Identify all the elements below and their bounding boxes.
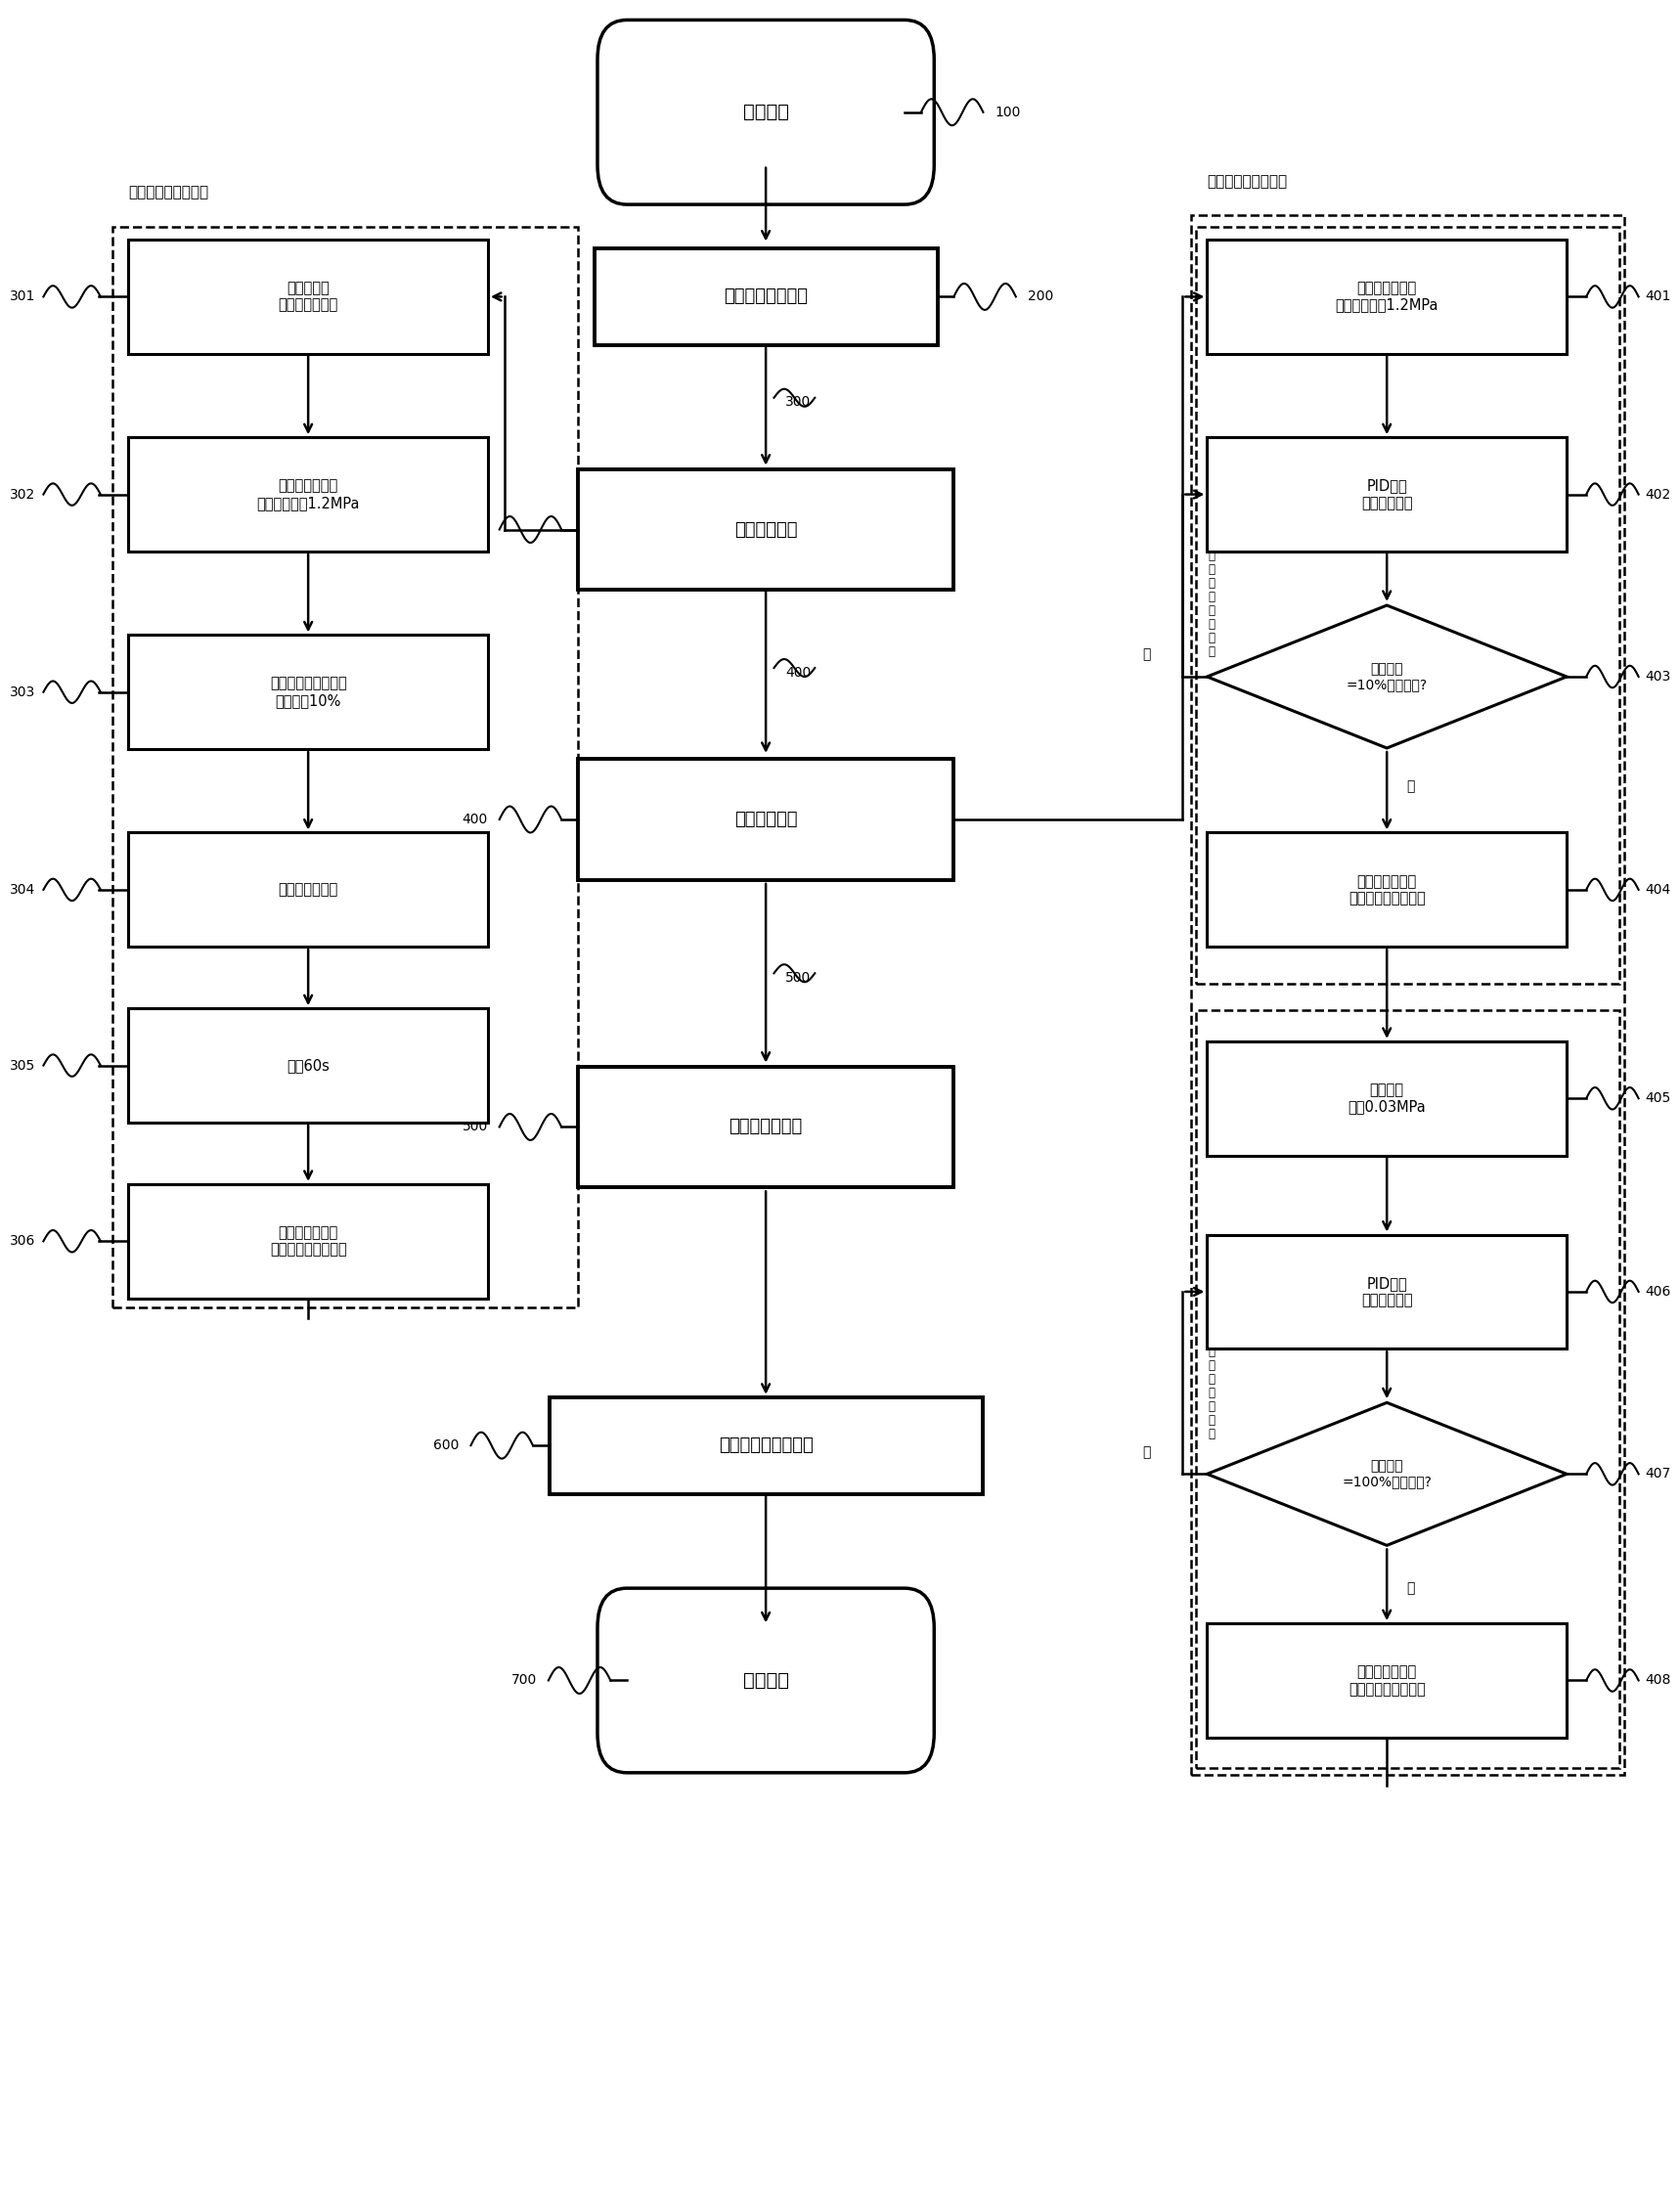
Text: 403: 403	[1645, 670, 1672, 683]
Polygon shape	[1208, 606, 1567, 747]
Bar	[578, 469, 954, 590]
Text: 出口压力测试子程序: 出口压力测试子程序	[1208, 175, 1287, 190]
Text: 否: 否	[1142, 1445, 1151, 1459]
Text: 305: 305	[10, 1059, 35, 1072]
FancyBboxPatch shape	[598, 20, 934, 206]
Text: 关闭压力测试: 关闭压力测试	[734, 522, 798, 539]
Text: 400: 400	[462, 813, 487, 827]
Text: 判断被测件是否合格: 判断被测件是否合格	[719, 1436, 813, 1454]
Bar	[128, 239, 487, 354]
Bar	[1196, 1010, 1620, 1768]
FancyBboxPatch shape	[598, 1589, 934, 1772]
Text: 最
大
出
口
压
力
测
试: 最 大 出 口 压 力 测 试	[1208, 550, 1215, 659]
Bar	[578, 1067, 954, 1187]
Polygon shape	[1208, 1403, 1567, 1545]
Bar	[1208, 438, 1567, 552]
Text: 初始化器件及变量: 初始化器件及变量	[724, 287, 808, 305]
Text: 流量控制阀
调整到最大开度: 流量控制阀 调整到最大开度	[279, 281, 338, 312]
Text: 300: 300	[462, 524, 487, 537]
Text: 采集出口压力值
传送至工控机、显示: 采集出口压力值 传送至工控机、显示	[1349, 873, 1425, 906]
Text: 关闭低压电磁阀: 关闭低压电磁阀	[279, 882, 338, 897]
Text: 出口压力测试: 出口压力测试	[734, 811, 798, 829]
Text: 600: 600	[433, 1439, 459, 1452]
Text: 407: 407	[1645, 1467, 1672, 1481]
Text: 延时60s: 延时60s	[287, 1059, 329, 1072]
Text: 302: 302	[10, 488, 35, 502]
Bar	[113, 225, 578, 1306]
Text: 404: 404	[1645, 884, 1672, 897]
Text: 检测流量
=100%额定流量?: 检测流量 =100%额定流量?	[1342, 1459, 1431, 1490]
Text: 是: 是	[1406, 1582, 1415, 1596]
Text: 300: 300	[786, 396, 811, 409]
Text: 开始测试: 开始测试	[743, 104, 790, 122]
Text: 最
小
出
口
压
力
测
试: 最 小 出 口 压 力 测 试	[1208, 1333, 1215, 1441]
Bar	[128, 1185, 487, 1297]
Bar	[1208, 1041, 1567, 1156]
Bar	[549, 1397, 983, 1494]
Bar	[1208, 833, 1567, 946]
Bar	[1196, 225, 1620, 983]
Bar	[128, 438, 487, 552]
Text: 采集出口压力值
传送至工控机、显示: 采集出口压力值 传送至工控机、显示	[270, 1224, 346, 1257]
Text: 调压静特性测试: 调压静特性测试	[729, 1118, 803, 1136]
Text: 测试结束: 测试结束	[743, 1671, 790, 1691]
Text: 406: 406	[1645, 1284, 1672, 1299]
Text: 700: 700	[511, 1673, 538, 1686]
Text: 405: 405	[1645, 1092, 1672, 1105]
Text: 408: 408	[1645, 1673, 1672, 1686]
Bar	[128, 634, 487, 749]
Text: 402: 402	[1645, 488, 1672, 502]
Bar	[1191, 214, 1625, 1775]
Text: 缓慢关闭流量控制阀
每秒关闭10%: 缓慢关闭流量控制阀 每秒关闭10%	[270, 676, 346, 707]
Text: 是: 是	[1406, 780, 1415, 793]
Text: PID算法
调节出口流量: PID算法 调节出口流量	[1361, 480, 1413, 511]
Text: 500: 500	[786, 970, 811, 983]
Text: PID算法
调节出口流量: PID算法 调节出口流量	[1361, 1275, 1413, 1308]
Bar	[1208, 1624, 1567, 1737]
Bar	[128, 1008, 487, 1123]
Text: 采集出口压力值
传送至工控机、显示: 采集出口压力值 传送至工控机、显示	[1349, 1664, 1425, 1697]
Text: 200: 200	[1026, 290, 1053, 303]
Bar	[578, 758, 954, 880]
Bar	[1208, 239, 1567, 354]
Text: 100: 100	[995, 106, 1020, 119]
Bar	[1208, 1235, 1567, 1348]
Text: 检测流量
=10%额定流量?: 检测流量 =10%额定流量?	[1346, 663, 1428, 692]
Text: 401: 401	[1645, 290, 1672, 303]
Text: 否: 否	[1142, 648, 1151, 661]
Text: 打开比例压力阀
设定进口压力1.2MPa: 打开比例压力阀 设定进口压力1.2MPa	[257, 480, 360, 511]
Text: 304: 304	[10, 884, 35, 897]
Text: 400: 400	[786, 665, 811, 678]
Text: 设定进口
压力0.03MPa: 设定进口 压力0.03MPa	[1347, 1083, 1426, 1114]
Bar	[595, 248, 937, 345]
Text: 关闭压力测试子程序: 关闭压力测试子程序	[128, 186, 208, 201]
Bar	[128, 833, 487, 946]
Text: 301: 301	[10, 290, 35, 303]
Text: 打开比例压力阀
设定进口压力1.2MPa: 打开比例压力阀 设定进口压力1.2MPa	[1336, 281, 1438, 312]
Text: 303: 303	[10, 685, 35, 698]
Text: 500: 500	[462, 1120, 487, 1134]
Text: 306: 306	[10, 1235, 35, 1249]
